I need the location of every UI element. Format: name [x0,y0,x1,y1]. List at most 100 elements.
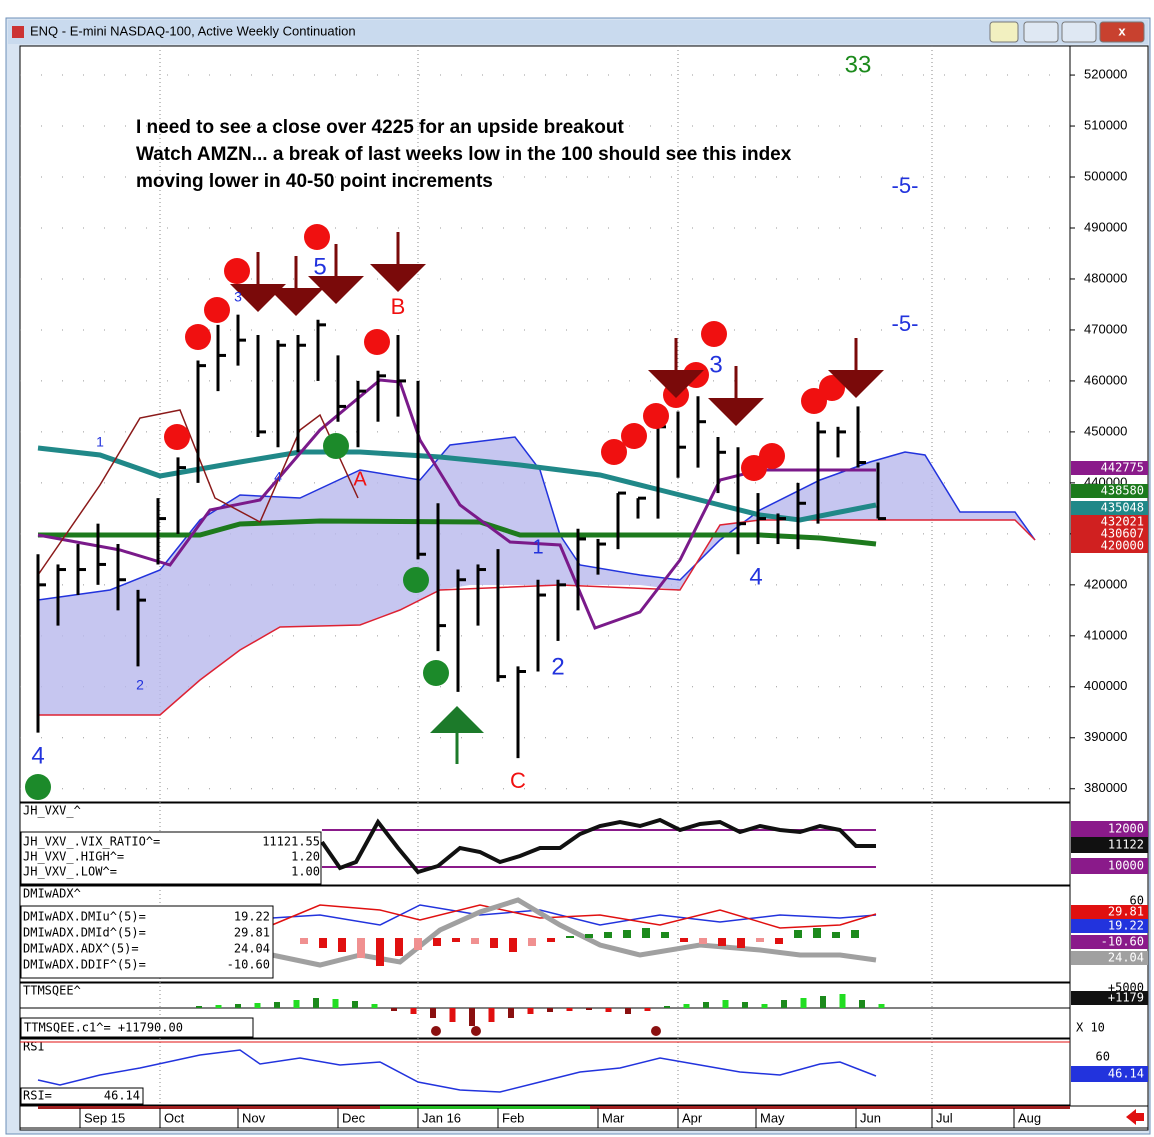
date-label: Nov [242,1110,266,1125]
momentum-bar [566,1008,573,1011]
date-label: Dec [342,1110,366,1125]
wave-label: 4 [274,469,282,485]
green-dot [423,660,449,686]
squeeze-dot [651,1026,661,1036]
momentum-bar [859,1000,865,1008]
price-tag-label: 442775 [1101,461,1144,475]
ddif-bar [642,928,650,938]
momentum-bar [664,1006,670,1008]
momentum-bar [508,1008,514,1018]
momentum-bar [625,1008,631,1014]
scroll-arrow[interactable] [1126,1109,1144,1125]
ddif-bar [338,938,346,952]
ddif-bar [414,938,422,950]
close-button[interactable] [1099,21,1145,43]
legend-value: 19.22 [234,910,270,924]
y-tick-label: 480000 [1084,270,1127,285]
momentum-bar [722,1000,729,1008]
ddif-bar [737,938,745,948]
squeeze-dot [431,1026,441,1036]
value-tag-label: 60 [1130,894,1144,908]
sell-arrow [268,288,324,316]
buy-arrow [430,706,484,733]
ddif-bar [699,938,707,944]
ddif-bar [756,938,764,942]
y-tick-label: 520000 [1084,66,1127,81]
darkred-line [37,409,359,576]
ddif-bar [566,936,574,938]
value-tag-label: 46.14 [1108,1067,1144,1081]
momentum-bar [527,1008,534,1014]
red-dot [819,375,845,401]
momentum-bar [274,1002,280,1008]
annotation: Watch AMZN... a break of last weeks low … [136,144,792,165]
legend-name: DMIwADX.ADX^(5)= [23,942,139,956]
ddif-bar [794,930,802,938]
panel-name: RSI [23,1040,45,1054]
momentum-bar [683,1004,690,1008]
y-tick-label: 470000 [1084,321,1127,336]
momentum-bar [761,1004,768,1008]
ichimoku-cloud [38,437,1035,715]
legend-value: 29.81 [234,926,270,940]
momentum-bar [410,1008,417,1014]
vix-ratio-line [320,817,876,875]
value-tag [1071,858,1148,874]
app-icon [12,26,24,38]
wave-label: 5 [313,253,326,280]
wave-label: 4 [749,563,762,590]
legend-box [20,1087,144,1105]
teal-average [37,445,877,523]
price-tag-label: 435048 [1101,501,1144,515]
sell-arrow [648,370,704,398]
value-tag-label: 60 [1096,1050,1110,1064]
ddif-bar [357,938,365,958]
squeeze-dot [471,1026,481,1036]
y-tick-label: 400000 [1084,678,1127,693]
legend-value: 24.04 [234,942,270,956]
ddif-bar [775,938,783,944]
legend-value: 1.20 [291,850,320,864]
ddif-bar [851,930,859,938]
momentum-bar [449,1008,456,1022]
value-tag [1071,1066,1148,1082]
rsi-line [37,1049,877,1093]
legend-name: JH_VXV_.HIGH^= [23,850,124,864]
date-label: Jun [860,1110,881,1125]
scale-label: X 10 [1076,1021,1105,1035]
maximize-button[interactable] [1061,21,1097,43]
ddif-bar [395,938,403,956]
value-tag [1071,951,1148,965]
dmi-up-line [271,904,877,926]
ddif-bar [623,930,631,938]
green-average [38,518,877,547]
momentum-bar [293,1000,300,1008]
ddif-bar [433,938,441,946]
red-dot [164,424,190,450]
momentum-bar [586,1008,592,1010]
y-tick-label: 460000 [1084,372,1127,387]
red-dot [621,423,647,449]
panel-name: JH_VXV_^ [23,804,81,818]
ddif-bar [718,938,726,946]
title-bar [8,20,1148,44]
legend-value: 11121.55 [262,835,320,849]
value-tag-label: 10000 [1108,859,1144,873]
momentum-bar [215,1005,222,1008]
ddif-bar [680,938,688,942]
ddif-bar [490,938,498,948]
purple-line [37,378,876,630]
y-tick-label: 490000 [1084,219,1127,234]
date-label: Jul [936,1110,953,1125]
date-label: Jan 16 [422,1110,461,1125]
count-label: 33 [845,51,872,78]
date-label: Feb [502,1110,524,1125]
pin-button[interactable] [989,21,1019,43]
minimize-button[interactable] [1023,21,1059,43]
legend-name: DMIwADX.DMId^(5)= [23,926,146,940]
wave-label: 2 [136,677,144,693]
date-label: Aug [1018,1110,1041,1125]
momentum-bar [196,1006,202,1008]
legend-value: 1.00 [291,865,320,879]
